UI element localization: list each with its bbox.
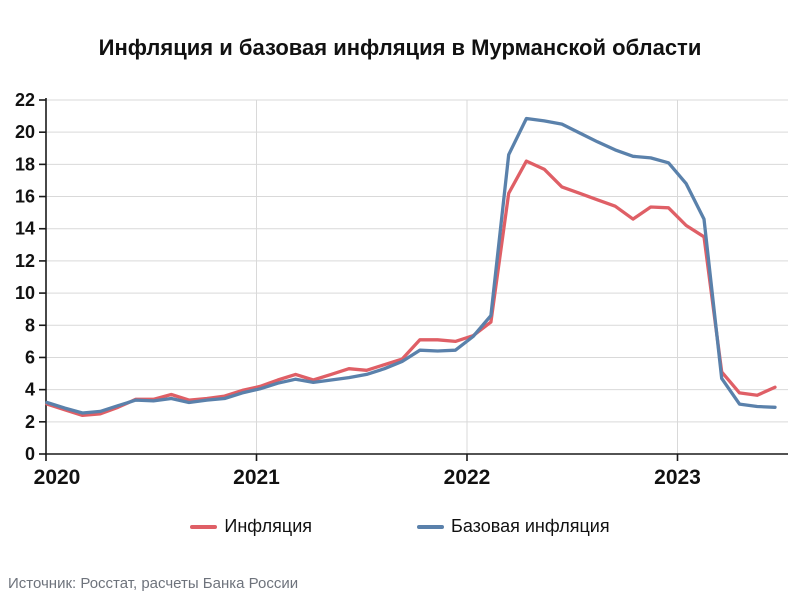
y-tick-label: 14 bbox=[15, 219, 35, 239]
legend-label-core-inflation: Базовая инфляция bbox=[451, 516, 610, 536]
series-line-core-inflation bbox=[45, 116, 777, 415]
y-tick-label: 18 bbox=[15, 154, 35, 174]
y-tick-label: 12 bbox=[15, 251, 35, 271]
inflation-line-swatch bbox=[190, 524, 218, 529]
y-tick-label: 16 bbox=[15, 187, 35, 207]
y-tick-label: 10 bbox=[15, 283, 35, 303]
series-line-inflation bbox=[45, 159, 777, 418]
legend-label-inflation: Инфляция bbox=[224, 516, 313, 536]
x-tick-label: 2020 bbox=[34, 466, 81, 489]
x-tick-label: 2023 bbox=[654, 466, 701, 489]
x-tick-label: 2021 bbox=[233, 466, 280, 489]
chart-title: Инфляция и базовая инфляция в Мурманской… bbox=[98, 35, 702, 60]
source-note: Источник: Росстат, расчеты Банка России bbox=[8, 575, 299, 592]
chart-legend: Инфляция Базовая инфляция bbox=[0, 516, 800, 537]
x-tick-label: 2022 bbox=[444, 466, 491, 489]
y-tick-label: 22 bbox=[15, 90, 35, 110]
core-inflation-line-swatch bbox=[417, 524, 445, 529]
y-tick-label: 6 bbox=[25, 347, 35, 367]
legend-item-inflation: Инфляция bbox=[190, 516, 312, 537]
y-tick-label: 20 bbox=[15, 122, 35, 142]
y-tick-label: 2 bbox=[25, 412, 35, 432]
y-tick-label: 8 bbox=[25, 315, 35, 335]
y-tick-label: 0 bbox=[25, 444, 35, 464]
legend-item-core-inflation: Базовая инфляция bbox=[417, 516, 610, 537]
y-tick-label: 4 bbox=[25, 380, 35, 400]
